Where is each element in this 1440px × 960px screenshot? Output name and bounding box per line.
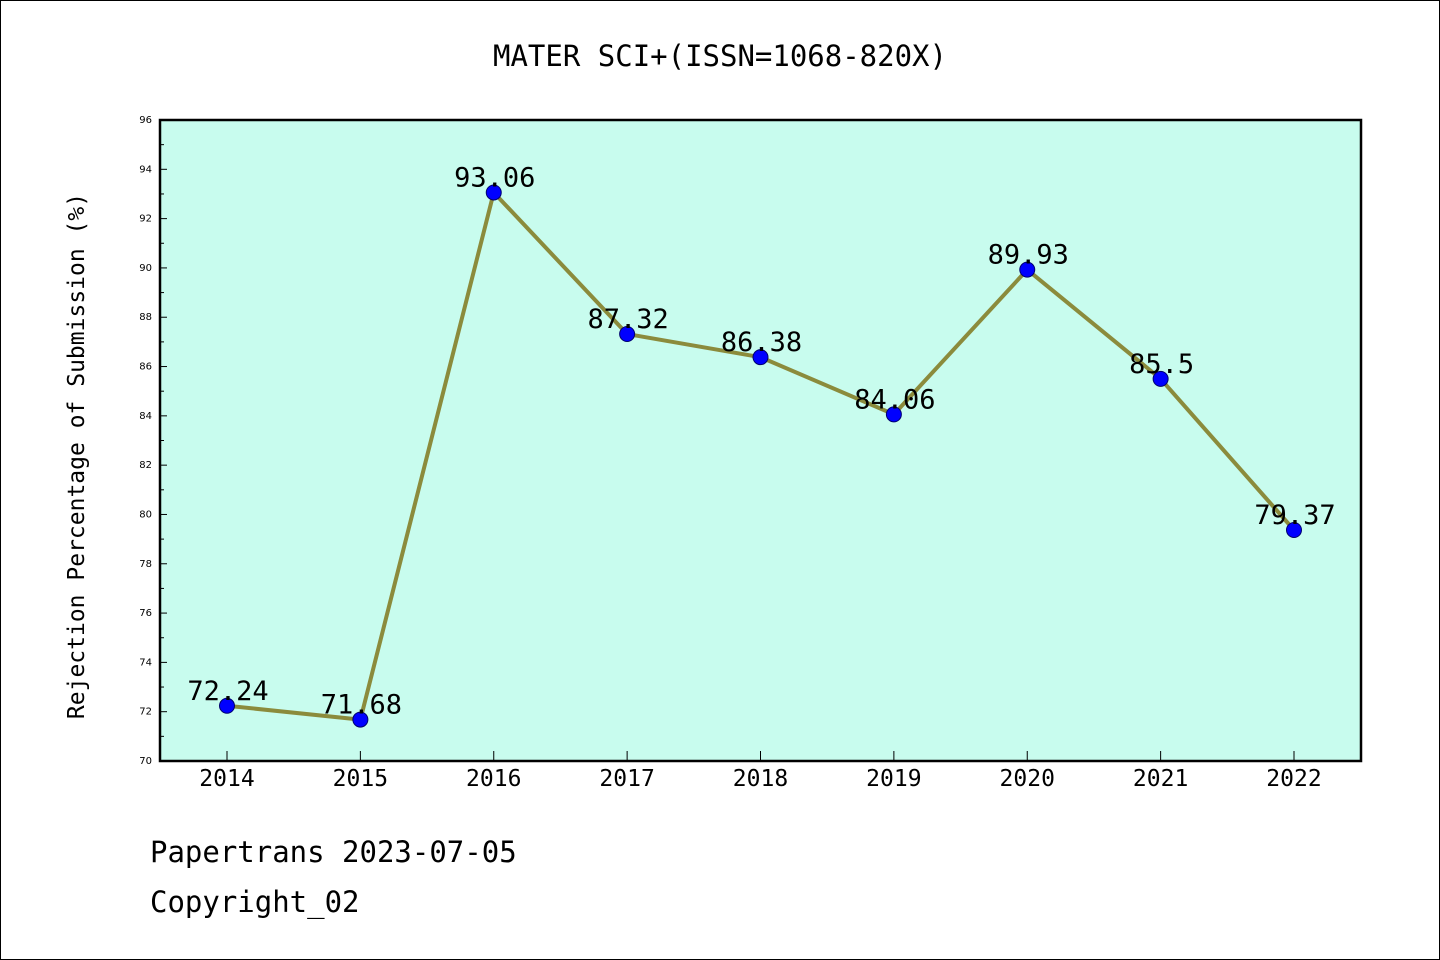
footer-copyright: Copyright_02 [150, 885, 360, 919]
data-point-marker [885, 406, 902, 423]
x-tick-label: 2018 [733, 766, 788, 792]
y-tick-label: 70 [139, 756, 152, 767]
plot-border [158, 118, 1363, 763]
series-markers [219, 184, 1302, 728]
x-tick-label: 2022 [1266, 766, 1321, 792]
data-label: 93.06 [454, 162, 535, 193]
data-label: 87.32 [587, 304, 668, 335]
y-tick-label: 78 [139, 559, 152, 570]
data-label: 79.37 [1254, 500, 1335, 531]
y-tick-label: 90 [139, 263, 152, 274]
y-tick-label: 76 [139, 608, 152, 619]
x-tick-label: 2014 [199, 766, 254, 792]
data-point-marker [619, 325, 636, 342]
y-tick-label: 94 [139, 164, 152, 175]
x-tick-label: 2017 [599, 766, 654, 792]
y-tick-label: 80 [139, 509, 152, 520]
y-axis: 70 72 74 76 78 80 82 84 86 88 90 92 94 96 [139, 115, 167, 767]
data-point-marker [752, 349, 769, 366]
y-tick-label: 96 [139, 115, 152, 126]
data-label: 72.24 [187, 676, 268, 707]
y-tick-label: 88 [139, 312, 152, 323]
plot-area [160, 120, 1361, 761]
data-point-marker [352, 711, 369, 728]
data-label: 84.06 [854, 384, 935, 415]
x-tick-label: 2015 [333, 766, 388, 792]
data-point-marker [485, 184, 502, 201]
data-labels: 72.24 71.68 93.06 87.32 86.38 84.06 89.93 85.5 7… [187, 162, 1335, 720]
y-tick-label: 86 [139, 362, 152, 373]
x-tick-label: 2020 [1000, 766, 1055, 792]
chart-title: MATER SCI+(ISSN=1068-820X) [493, 39, 947, 73]
y-tick-label: 72 [139, 707, 152, 718]
y-axis-label: Rejection Percentage of Submission (%) [64, 193, 90, 719]
x-axis: 2014 2015 2016 2017 2018 2019 2020 2021 2022 [199, 751, 1322, 792]
x-tick-label: 2019 [866, 766, 921, 792]
x-tick-label: 2021 [1133, 766, 1188, 792]
y-tick-label: 74 [139, 657, 152, 668]
data-point-marker [1019, 261, 1036, 278]
data-point-marker [1286, 521, 1302, 538]
y-tick-label: 92 [139, 214, 152, 225]
data-label: 89.93 [988, 240, 1069, 271]
x-tick-label: 2016 [466, 766, 521, 792]
data-point-marker [1152, 370, 1169, 387]
data-point-marker [219, 697, 235, 714]
data-label: 71.68 [321, 690, 402, 721]
data-label: 85.5 [1129, 349, 1194, 380]
y-tick-label: 82 [139, 460, 152, 471]
data-label: 86.38 [721, 327, 802, 358]
y-tick-label: 84 [139, 411, 152, 422]
footer-watermark-date: Papertrans 2023-07-05 [150, 835, 517, 869]
